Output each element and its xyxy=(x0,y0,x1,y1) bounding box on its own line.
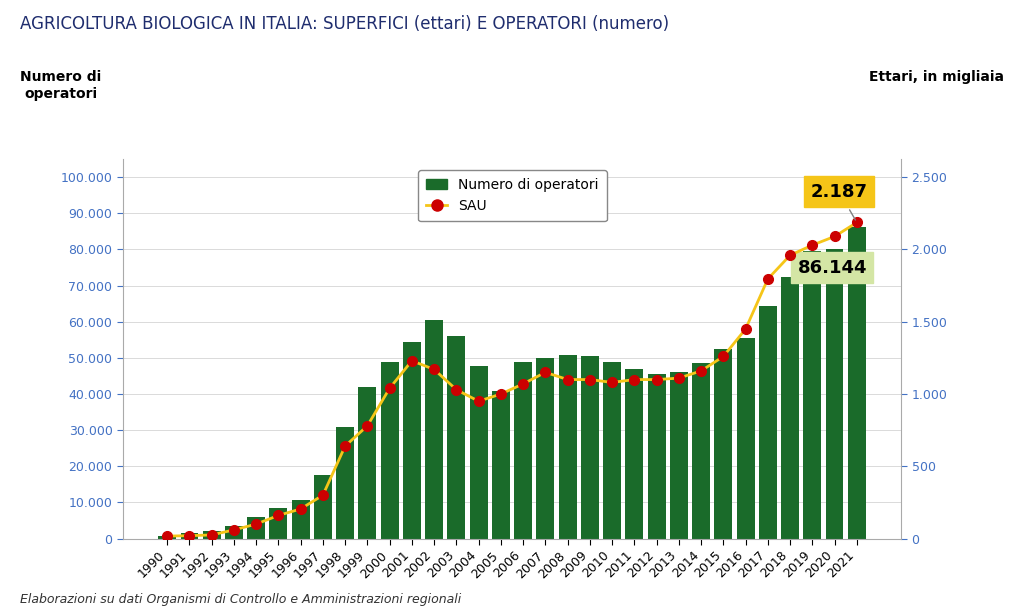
Bar xyxy=(715,349,732,539)
Bar xyxy=(825,250,844,539)
Bar xyxy=(247,517,265,539)
Bar xyxy=(514,362,532,539)
Bar xyxy=(559,355,577,539)
Bar xyxy=(180,533,199,539)
Bar xyxy=(203,531,220,539)
Text: Numero di
operatori: Numero di operatori xyxy=(20,70,101,100)
Bar xyxy=(425,319,443,539)
Bar xyxy=(804,250,821,539)
Bar xyxy=(381,362,398,539)
Bar xyxy=(269,508,288,539)
Bar xyxy=(648,374,666,539)
Bar xyxy=(692,364,710,539)
Bar xyxy=(358,387,376,539)
Bar xyxy=(736,338,755,539)
Bar xyxy=(670,372,688,539)
Bar xyxy=(848,227,865,539)
Bar xyxy=(781,277,799,539)
Text: AGRICOLTURA BIOLOGICA IN ITALIA: SUPERFICI (ettari) E OPERATORI (numero): AGRICOLTURA BIOLOGICA IN ITALIA: SUPERFI… xyxy=(20,15,670,33)
Bar xyxy=(225,526,243,539)
Text: 2.187: 2.187 xyxy=(811,182,867,220)
Bar xyxy=(492,391,510,539)
Bar xyxy=(603,362,621,539)
Legend: Numero di operatori, SAU: Numero di operatori, SAU xyxy=(418,170,607,222)
Bar xyxy=(336,427,354,539)
Bar xyxy=(537,357,554,539)
Bar xyxy=(292,499,309,539)
Bar xyxy=(314,476,332,539)
Bar xyxy=(626,370,643,539)
Text: 86.144: 86.144 xyxy=(798,258,867,277)
Bar xyxy=(581,356,599,539)
Text: Elaborazioni su dati Organismi di Controllo e Amministrazioni regionali: Elaborazioni su dati Organismi di Contro… xyxy=(20,593,462,606)
Bar xyxy=(403,342,421,539)
Text: Ettari, in migliaia: Ettari, in migliaia xyxy=(868,70,1004,84)
Bar xyxy=(470,366,487,539)
Bar xyxy=(447,336,465,539)
Bar xyxy=(759,306,777,539)
Bar xyxy=(159,536,176,539)
